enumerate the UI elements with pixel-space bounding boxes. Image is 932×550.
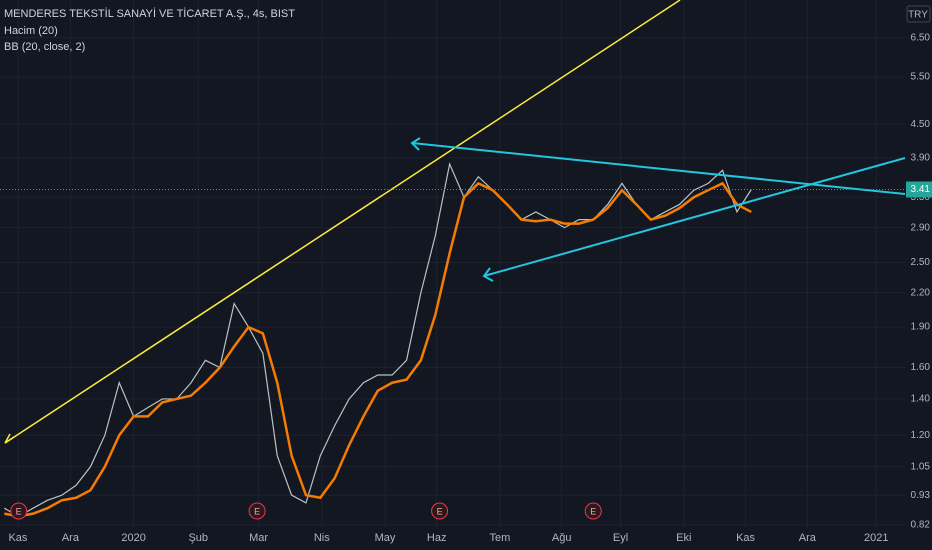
y-tick-label: 2.20 bbox=[911, 287, 931, 298]
y-tick-label: 2.90 bbox=[911, 222, 931, 233]
x-tick-label: May bbox=[375, 532, 396, 544]
y-tick-label: 1.90 bbox=[911, 322, 931, 333]
y-tick-label: 1.60 bbox=[911, 362, 931, 373]
y-tick-label: 1.40 bbox=[911, 394, 931, 405]
x-tick-label: Şub bbox=[188, 532, 208, 544]
earnings-label: E bbox=[590, 506, 596, 516]
x-tick-label: Tem bbox=[490, 532, 511, 544]
y-tick-label: 3.90 bbox=[911, 153, 931, 164]
earnings-label: E bbox=[437, 506, 443, 516]
y-tick-label: 4.50 bbox=[911, 119, 931, 130]
y-tick-label: 0.82 bbox=[911, 519, 931, 530]
y-tick-label: 1.20 bbox=[911, 430, 931, 441]
x-tick-label: Eki bbox=[676, 532, 691, 544]
x-tick-label: Nis bbox=[314, 532, 330, 544]
x-tick-label: Kas bbox=[736, 532, 755, 544]
x-tick-label: Eyl bbox=[613, 532, 628, 544]
price-axis-bg bbox=[905, 0, 932, 550]
series-line bbox=[4, 181, 752, 518]
earnings-marker bbox=[431, 502, 449, 520]
arrow-head bbox=[482, 267, 494, 282]
arrow-head bbox=[4, 433, 11, 444]
trend-line bbox=[483, 157, 906, 277]
trend-line bbox=[4, 0, 681, 444]
x-tick-label: 2020 bbox=[121, 532, 145, 544]
earnings-marker bbox=[248, 502, 266, 520]
last-price-badge bbox=[906, 181, 932, 198]
currency: TRY bbox=[908, 10, 928, 21]
y-tick-label: 5.50 bbox=[911, 72, 931, 83]
x-tick-label: Haz bbox=[427, 532, 447, 544]
earnings-marker bbox=[584, 502, 602, 520]
last-price-label: 3.41 bbox=[911, 184, 931, 195]
x-tick-label: Ara bbox=[62, 532, 80, 544]
earnings-label: E bbox=[16, 506, 22, 516]
chart-title: MENDERES TEKSTİL SANAYİ VE TİCARET A.Ş.,… bbox=[4, 7, 295, 20]
y-tick-label: 1.05 bbox=[911, 461, 931, 472]
series-line bbox=[4, 162, 752, 518]
y-tick-label: 0.93 bbox=[911, 490, 931, 501]
x-tick-label: Ağu bbox=[552, 532, 572, 544]
y-tick-label: 6.50 bbox=[911, 32, 931, 43]
earnings-marker bbox=[10, 502, 28, 520]
indicator-label: BB (20, close, 2) bbox=[4, 41, 85, 53]
currency-badge bbox=[906, 5, 931, 23]
y-tick-label: 2.50 bbox=[911, 257, 931, 268]
x-tick-label: Ara bbox=[799, 532, 817, 544]
x-tick-label: Mar bbox=[249, 532, 268, 544]
trend-line bbox=[411, 142, 906, 195]
indicator-label: Hacim (20) bbox=[4, 25, 58, 37]
x-tick-label: Kas bbox=[8, 532, 27, 544]
x-tick-label: 2021 bbox=[864, 532, 888, 544]
earnings-label: E bbox=[254, 506, 260, 516]
arrow-head bbox=[410, 137, 421, 151]
arrow-head bbox=[4, 436, 15, 444]
